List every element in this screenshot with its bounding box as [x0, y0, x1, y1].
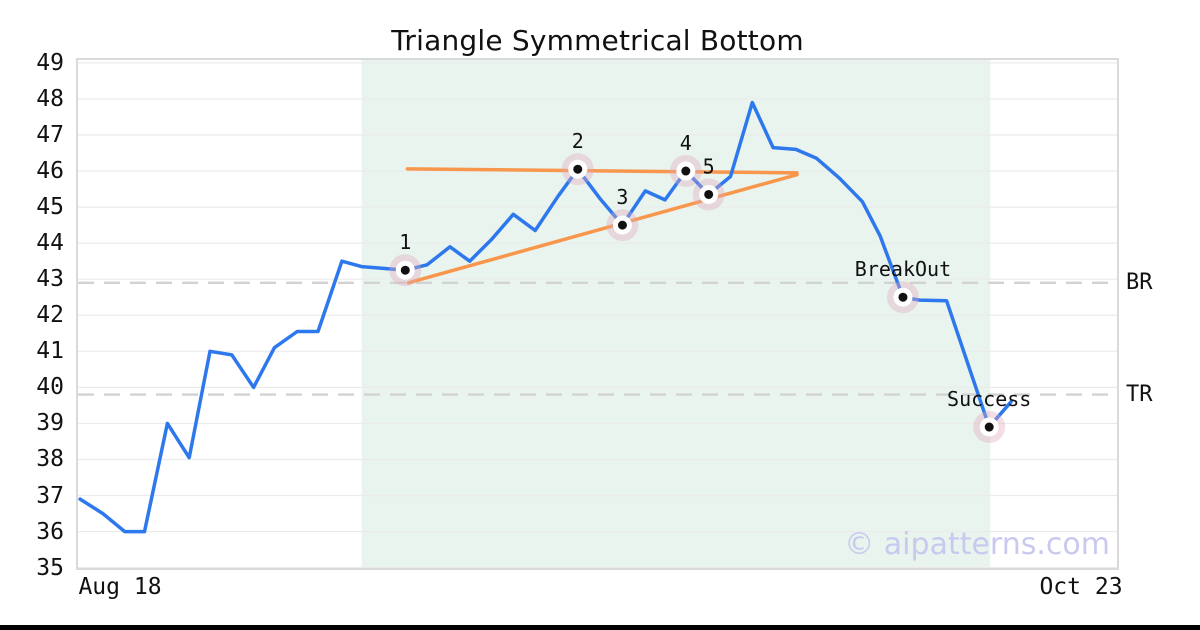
y-tick-label: 47: [36, 121, 64, 148]
level-label-tr: TR: [1126, 381, 1153, 407]
marker-dot: [573, 164, 583, 174]
y-tick-label: 45: [36, 194, 64, 221]
plot-area: 1 2 3 4 5 BreakOut Success: [76, 58, 1119, 570]
y-tick-label: 41: [36, 338, 64, 365]
y-tick-label: 43: [36, 266, 64, 293]
x-tick-label-start: Aug 18: [78, 574, 162, 600]
watermark: © aipatterns.com: [844, 527, 1110, 562]
bottom-bar: [0, 625, 1200, 630]
pattern-region: [361, 60, 991, 568]
y-tick-label: 42: [36, 302, 64, 329]
chart-svg: 1 2 3 45 BreakOut Success: [78, 60, 1117, 568]
marker-label-2: 2: [572, 129, 584, 153]
y-tick-label: 36: [36, 518, 64, 545]
y-tick-label: 40: [36, 374, 64, 401]
marker-dot: [984, 422, 994, 432]
y-tick-label: 38: [36, 446, 64, 473]
marker-dot: [898, 292, 908, 302]
y-tick-label: 46: [36, 158, 64, 185]
marker-label-5: 5: [703, 154, 715, 178]
marker-label-3: 3: [616, 185, 628, 209]
marker-dot: [704, 189, 714, 199]
marker-dot: [617, 220, 627, 230]
marker-dot: [681, 166, 691, 176]
y-tick-label: 44: [36, 230, 64, 257]
chart-title: Triangle Symmetrical Bottom: [391, 24, 804, 57]
marker-label-success: Success: [947, 387, 1031, 411]
price-line: [78, 100, 1013, 534]
trendline-lower-support: [406, 172, 799, 285]
level-label-br: BR: [1126, 269, 1153, 295]
y-tick-label: 49: [36, 49, 64, 76]
marker-label-4: 4: [680, 131, 692, 155]
y-tick-label: 48: [36, 85, 64, 112]
y-tick-label: 37: [36, 482, 64, 509]
marker-label-1: 1: [399, 230, 411, 254]
marker-label-breakout: BreakOut: [855, 257, 951, 281]
x-tick-label-end: Oct 23: [1039, 574, 1123, 600]
marker-dot: [400, 265, 410, 275]
y-tick-label: 35: [36, 554, 64, 581]
y-tick-label: 39: [36, 410, 64, 437]
